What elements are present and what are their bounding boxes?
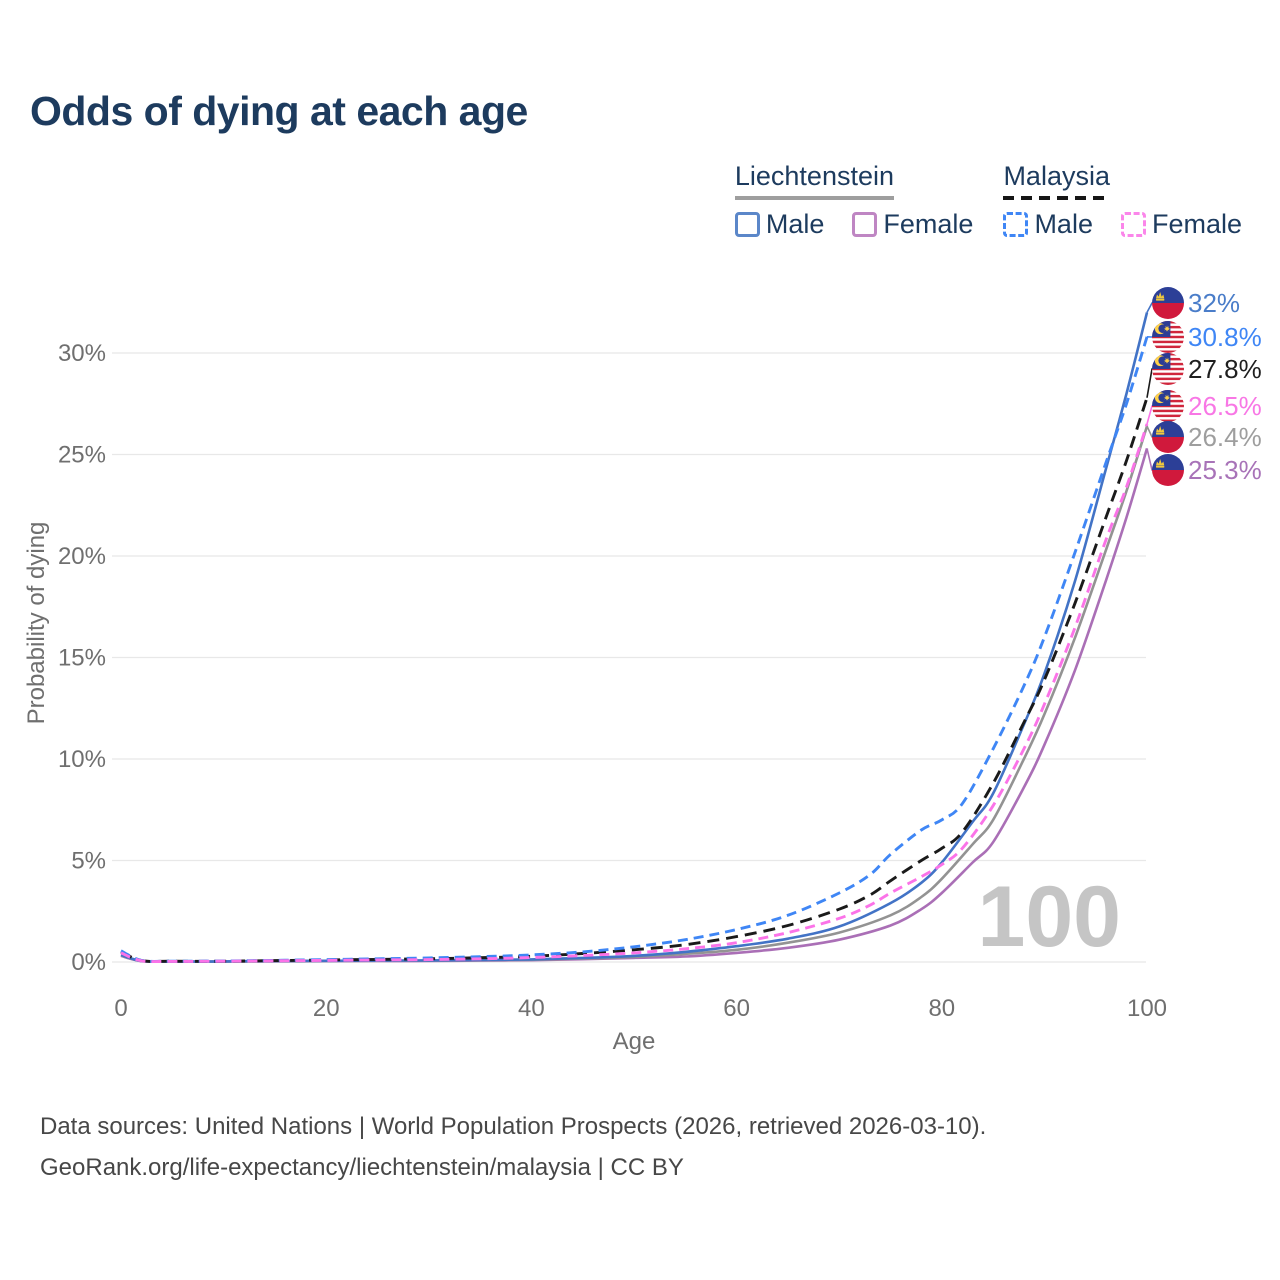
malaysia-flag-icon [1152,390,1184,422]
legend-item-malaysia-female[interactable]: Female [1120,209,1242,240]
y-tick-label: 15% [58,645,106,672]
series-line-my-female[interactable] [120,423,1149,964]
legend-item-label: Male [1034,209,1093,239]
legend-country-label-malaysia: Malaysia [1003,161,1110,191]
end-value-label: 30.8% [1188,322,1262,352]
end-value-label: 32% [1188,288,1240,318]
x-tick-label: 80 [928,995,955,1022]
legend-item-label: Female [1151,209,1242,239]
x-axis-title: Age [613,1028,656,1055]
y-tick-label: 0% [71,949,106,976]
footer-url-license: GeoRank.org/life-expectancy/liechtenstei… [40,1154,684,1181]
y-tick-label: 25% [58,442,106,469]
x-tick-label: 100 [1127,995,1167,1022]
x-tick-label: 0 [114,995,127,1022]
end-value-label: 27.8% [1188,354,1262,384]
y-tick-label: 20% [58,543,106,570]
malaysia-female-color-swatch [1120,212,1146,237]
y-axis-title: Probability of dying [23,522,50,725]
legend-item-label: Male [765,209,825,239]
end-value-label: 26.5% [1188,391,1262,421]
series-line-li-male[interactable] [120,312,1149,963]
liechtenstein-female-color-swatch [852,212,878,237]
liechtenstein-male-color-swatch [734,212,760,237]
malaysia-flag-icon [1152,321,1184,353]
legend-group-malaysia: Malaysia Male Female [1003,161,1242,240]
page-title: Odds of dying at each age [30,88,528,134]
legend: Liechtenstein Male Female Malaysia [734,161,1242,240]
legend-country-label-liechtenstein: Liechtenstein [734,161,894,191]
legend-item-malaysia-male[interactable]: Male [1003,209,1093,240]
footer-data-sources: Data sources: United Nations | World Pop… [40,1113,987,1140]
liechtenstein-flag-icon [1152,421,1184,453]
legend-group-liechtenstein: Liechtenstein Male Female [734,161,973,240]
legend-item-liechtenstein-female[interactable]: Female [852,209,973,240]
x-tick-label: 60 [723,995,750,1022]
hover-age-watermark: 100 [978,869,1122,965]
malaysia-male-color-swatch [1003,212,1029,237]
legend-item-label: Female [883,209,974,239]
malaysia-flag-icon [1152,353,1184,385]
x-tick-label: 20 [313,995,340,1022]
liechtenstein-solid-line-sample [734,196,894,200]
x-tick-label: 40 [518,995,545,1022]
y-tick-label: 10% [58,746,106,773]
legend-item-liechtenstein-male[interactable]: Male [734,209,825,240]
series-line-my-male[interactable] [120,336,1149,963]
end-value-label: 25.3% [1188,455,1262,485]
end-value-label: 26.4% [1188,422,1262,452]
liechtenstein-flag-icon [1152,454,1184,486]
malaysia-dashed-line-sample [1003,196,1110,200]
footer: Data sources: United Nations | World Pop… [40,1106,986,1188]
liechtenstein-flag-icon [1152,287,1184,319]
legend-group-header: Malaysia [1003,161,1110,200]
legend-group-header: Liechtenstein [734,161,894,200]
y-tick-label: 5% [71,848,106,875]
y-tick-label: 30% [58,340,106,367]
